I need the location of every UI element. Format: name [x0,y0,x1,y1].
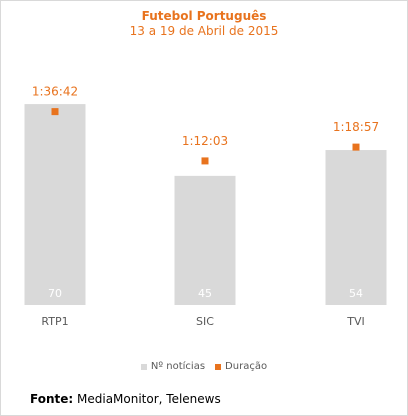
legend-swatch-noticias [140,363,147,370]
duration-marker [51,108,59,116]
bar-tvi [325,150,387,305]
bar-sic [174,175,236,305]
legend-item-noticias: Nº notícias [140,361,206,372]
bar-value-label: 54 [349,287,363,300]
source-label: Fonte: [30,392,74,406]
duration-label: 1:12:03 [182,134,228,148]
chart-subtitle: 13 a 19 de Abril de 2015 [129,24,279,38]
duration-label: 1:36:42 [32,85,78,99]
chart-title: Futebol Português [141,9,267,23]
bar-rtp1 [24,104,86,305]
source-text: MediaMonitor, Telenews [77,392,221,406]
legend-swatch-duracao [215,363,222,370]
x-tick-label: TVI [346,315,365,328]
bar-value-label: 45 [198,287,212,300]
duration-label: 1:18:57 [333,120,379,134]
x-tick-label: SIC [196,315,214,328]
bar-value-label: 70 [48,287,62,300]
legend-label-noticias: Nº notícias [150,361,206,372]
legend-label-duracao: Duração [225,361,268,372]
duration-marker [352,143,360,151]
source-note: Fonte: MediaMonitor, Telenews [30,392,221,406]
legend-item-duracao: Duração [215,361,267,372]
duration-marker [201,157,209,165]
x-tick-label: RTP1 [41,315,68,328]
chart-legend: Nº notícias Duração [0,361,408,372]
